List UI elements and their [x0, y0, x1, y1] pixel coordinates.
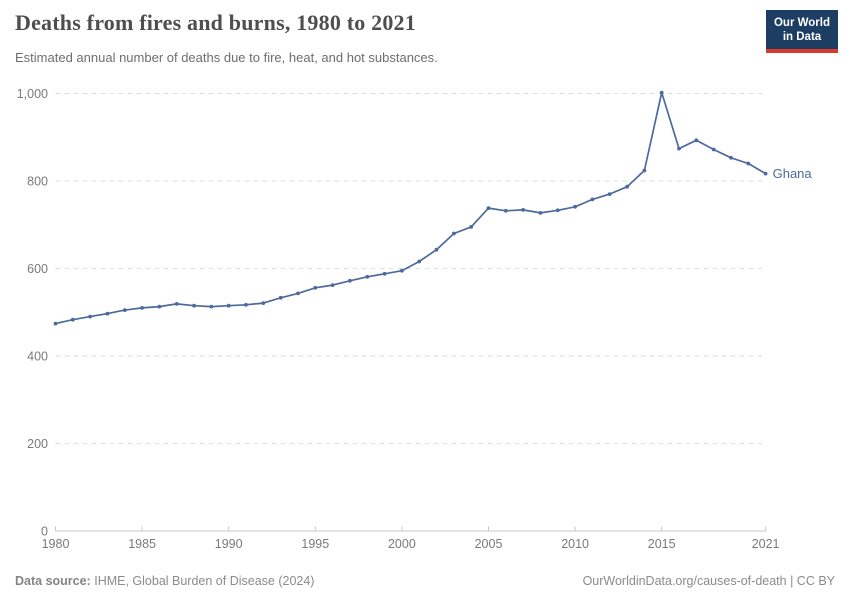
data-point[interactable]	[538, 211, 543, 215]
x-tick-label: 2015	[648, 537, 676, 551]
data-point[interactable]	[625, 184, 629, 189]
data-point[interactable]	[53, 321, 58, 326]
data-point[interactable]	[469, 225, 474, 229]
data-point[interactable]	[209, 304, 214, 309]
data-point[interactable]	[694, 138, 699, 143]
data-point[interactable]	[226, 303, 231, 308]
data-point[interactable]	[607, 192, 612, 197]
y-tick-labels: 0 200 400 600 800 1,000	[17, 87, 48, 539]
x-axis	[55, 526, 767, 532]
x-tick-label: 1995	[301, 537, 329, 551]
data-source-label: Data source:	[15, 574, 91, 588]
data-point[interactable]	[330, 283, 335, 287]
data-point[interactable]	[382, 271, 387, 276]
data-point[interactable]	[555, 208, 560, 213]
y-gridlines	[55, 93, 762, 444]
series-end-label[interactable]: Ghana	[773, 166, 813, 181]
data-point[interactable]	[503, 208, 508, 213]
license-link[interactable]: OurWorldinData.org/causes-of-death | CC …	[582, 574, 835, 588]
data-point[interactable]	[261, 301, 266, 305]
x-tick-label: 2021	[752, 537, 780, 551]
x-tick-label: 2010	[561, 537, 589, 551]
owid-logo-line1: Our World	[773, 17, 830, 29]
owid-logo-line2: in Data	[782, 31, 822, 43]
data-point[interactable]	[711, 147, 716, 152]
x-tick-label: 2005	[475, 537, 503, 551]
data-point[interactable]	[105, 311, 110, 316]
data-point[interactable]	[590, 197, 595, 202]
data-point[interactable]	[642, 168, 647, 173]
page-title: Deaths from fires and burns, 1980 to 202…	[15, 10, 416, 35]
data-point[interactable]	[486, 206, 491, 211]
data-line-ghana[interactable]	[54, 91, 767, 325]
data-point[interactable]	[365, 274, 370, 279]
y-tick-label: 200	[27, 437, 48, 451]
chart-footer: Data source: IHME, Global Burden of Dise…	[15, 574, 835, 588]
data-point[interactable]	[677, 146, 681, 151]
data-point[interactable]	[348, 278, 352, 283]
x-tick-label: 1990	[215, 537, 243, 551]
x-tick-labels: 1980 1985 1990 1995 2000 2005 2010 2015 2021	[42, 537, 780, 551]
data-point[interactable]	[278, 295, 283, 300]
x-tick-label: 2000	[388, 537, 416, 551]
data-source-value: IHME, Global Burden of Disease (2024)	[94, 574, 315, 588]
y-tick-label: 800	[27, 175, 48, 189]
data-point[interactable]	[400, 268, 404, 273]
data-point[interactable]	[70, 317, 75, 322]
data-point[interactable]	[122, 308, 127, 312]
data-point[interactable]	[521, 208, 525, 212]
x-tick-label: 1980	[42, 537, 70, 551]
y-tick-label: 0	[41, 525, 48, 539]
data-point[interactable]	[452, 231, 456, 236]
data-point[interactable]	[313, 285, 318, 290]
data-point[interactable]	[573, 204, 577, 209]
data-point[interactable]	[88, 314, 92, 319]
data-point[interactable]	[763, 171, 768, 176]
data-point[interactable]	[192, 303, 197, 308]
data-point[interactable]	[244, 302, 248, 307]
y-tick-label: 600	[27, 262, 48, 276]
owid-logo[interactable]: Our World in Data	[766, 10, 838, 53]
y-tick-label: 400	[27, 350, 48, 364]
y-tick-label: 1,000	[17, 87, 48, 101]
data-points-ghana	[53, 90, 768, 326]
data-point[interactable]	[659, 90, 664, 95]
page-subtitle: Estimated annual number of deaths due to…	[15, 50, 438, 65]
data-point[interactable]	[746, 161, 751, 166]
data-point[interactable]	[417, 259, 422, 264]
data-point[interactable]	[174, 302, 179, 306]
x-tick-label: 1985	[128, 537, 156, 551]
data-source-note: Data source: IHME, Global Burden of Dise…	[15, 574, 314, 588]
data-point[interactable]	[434, 247, 439, 252]
data-point[interactable]	[140, 306, 145, 310]
data-point[interactable]	[157, 304, 162, 309]
data-point[interactable]	[296, 291, 300, 296]
data-point[interactable]	[729, 155, 733, 160]
